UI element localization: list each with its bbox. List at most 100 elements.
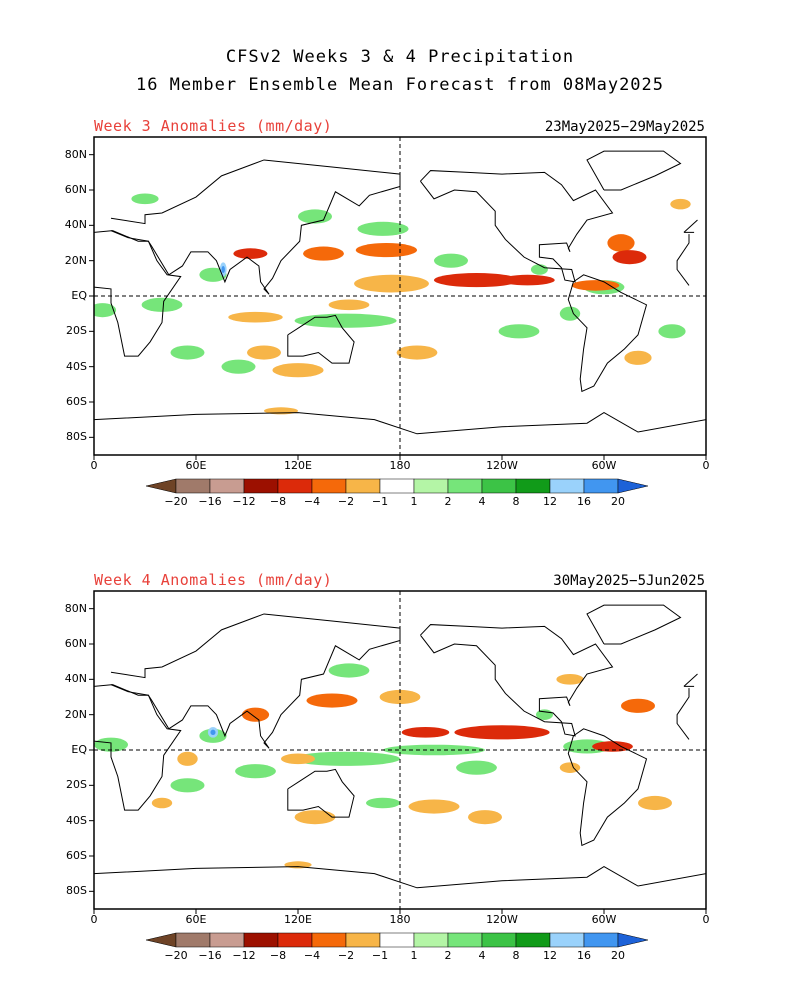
coastline: [94, 613, 698, 749]
lat-label: 40N: [64, 218, 87, 232]
colorbar-cell: [549, 478, 585, 494]
anomaly-region: [355, 243, 417, 258]
lat-label: 20N: [64, 707, 87, 721]
week3-date-range: 23May2025−29May2025: [544, 119, 705, 135]
coastline: [94, 866, 706, 909]
colorbar-label: 16: [577, 495, 591, 508]
anomaly-region: [357, 221, 409, 236]
lat-label: 60N: [64, 637, 87, 650]
lat-label: 20S: [66, 324, 87, 338]
colorbar-label: −20: [164, 949, 188, 962]
anomaly-region: [221, 265, 225, 274]
anomaly-region: [235, 764, 276, 779]
anomaly-region: [500, 274, 555, 286]
lat-label: 60S: [66, 849, 87, 862]
colorbar-cell: [583, 478, 619, 494]
colorbar-cell: [209, 932, 245, 948]
lon-label: 0: [90, 459, 98, 472]
anomaly-region: [454, 725, 550, 740]
colorbar-cell: [515, 478, 551, 494]
colorbar-label: −8: [269, 495, 287, 508]
anomaly-region: [210, 729, 216, 735]
colorbar-cell: [345, 478, 381, 494]
coastline: [567, 728, 648, 847]
colorbar-label: 20: [611, 949, 625, 962]
colorbar-cell: [413, 478, 449, 494]
lat-label: 60N: [64, 183, 87, 196]
map-title-line2: 16 Member Ensemble Mean Forecast from 08…: [135, 75, 665, 95]
lon-label: 60E: [185, 913, 207, 926]
colorbar-label: −16: [198, 495, 222, 508]
anomaly-region: [621, 698, 655, 713]
colorbar-cell: [379, 932, 415, 948]
anomaly-region: [221, 359, 256, 374]
lon-label: 120E: [284, 459, 312, 472]
coastline: [420, 624, 614, 737]
lat-label: 80N: [64, 147, 87, 161]
anomaly-region: [396, 345, 438, 360]
anomaly-region: [141, 297, 183, 312]
lat-label: 40N: [64, 672, 87, 686]
anomaly-region: [228, 311, 283, 323]
anomaly-region: [434, 273, 519, 288]
colorbar-label: −1: [371, 495, 389, 508]
anomaly-region: [468, 810, 502, 825]
colorbar-label: −4: [303, 949, 321, 962]
anomaly-region: [434, 253, 468, 268]
lat-label: 80S: [66, 884, 87, 898]
anomaly-region: [131, 193, 159, 205]
colorbar-label: 2: [444, 495, 452, 508]
panel-body: [94, 137, 706, 455]
anomaly-region: [354, 274, 429, 293]
colorbar-cell: [243, 478, 279, 494]
colorbar-cell: [311, 932, 347, 948]
lat-label: EQ: [71, 743, 87, 756]
anomaly-region: [670, 198, 691, 210]
anomaly-region: [291, 751, 400, 766]
colorbar-cell: [175, 478, 211, 494]
colorbar-cell: [447, 932, 483, 948]
anomaly-region: [281, 753, 315, 765]
lon-label: 60W: [591, 913, 617, 926]
anomaly-region: [612, 250, 647, 265]
lat-label: 20S: [66, 778, 87, 792]
colorbar-cell: [481, 932, 517, 948]
colorbar-cell: [583, 932, 619, 948]
week4-date-range: 30May2025−5Jun2025: [553, 573, 705, 589]
colorbar-cell: [447, 478, 483, 494]
colorbar-label: 4: [478, 495, 486, 508]
anomaly-region: [456, 760, 497, 775]
lon-label: 60W: [591, 459, 617, 472]
colorbar-right-arrow: [617, 478, 649, 494]
colorbar-label: −16: [198, 949, 222, 962]
colorbar-cell: [311, 478, 347, 494]
anomaly-region: [328, 299, 370, 311]
coastline: [420, 170, 614, 283]
colorbar-cell: [515, 932, 551, 948]
lon-label: 180: [389, 913, 411, 926]
coastline: [94, 684, 690, 811]
colorbar-left-arrow: [145, 932, 177, 948]
anomaly-region: [306, 693, 358, 708]
lon-label: 180: [389, 459, 411, 472]
lon-label: 0: [702, 459, 710, 472]
colorbar-label: 4: [478, 949, 486, 962]
colorbar-label: 2: [444, 949, 452, 962]
colorbar-cell: [379, 478, 415, 494]
anomaly-region: [408, 799, 460, 814]
lon-label: 0: [90, 913, 98, 926]
anomaly-region: [303, 246, 344, 261]
anomaly-region: [199, 267, 227, 282]
colorbar-cell: [549, 932, 585, 948]
lat-label: EQ: [71, 289, 87, 302]
coastline: [567, 274, 648, 393]
colorbar-right-arrow: [617, 932, 649, 948]
coastline: [94, 412, 706, 455]
colorbar-label: 12: [543, 495, 557, 508]
colorbar-cell: [209, 478, 245, 494]
coastline: [586, 604, 682, 645]
colorbar-label: 1: [410, 495, 418, 508]
panel-body: [94, 591, 706, 909]
colorbar-label: −2: [337, 949, 355, 962]
